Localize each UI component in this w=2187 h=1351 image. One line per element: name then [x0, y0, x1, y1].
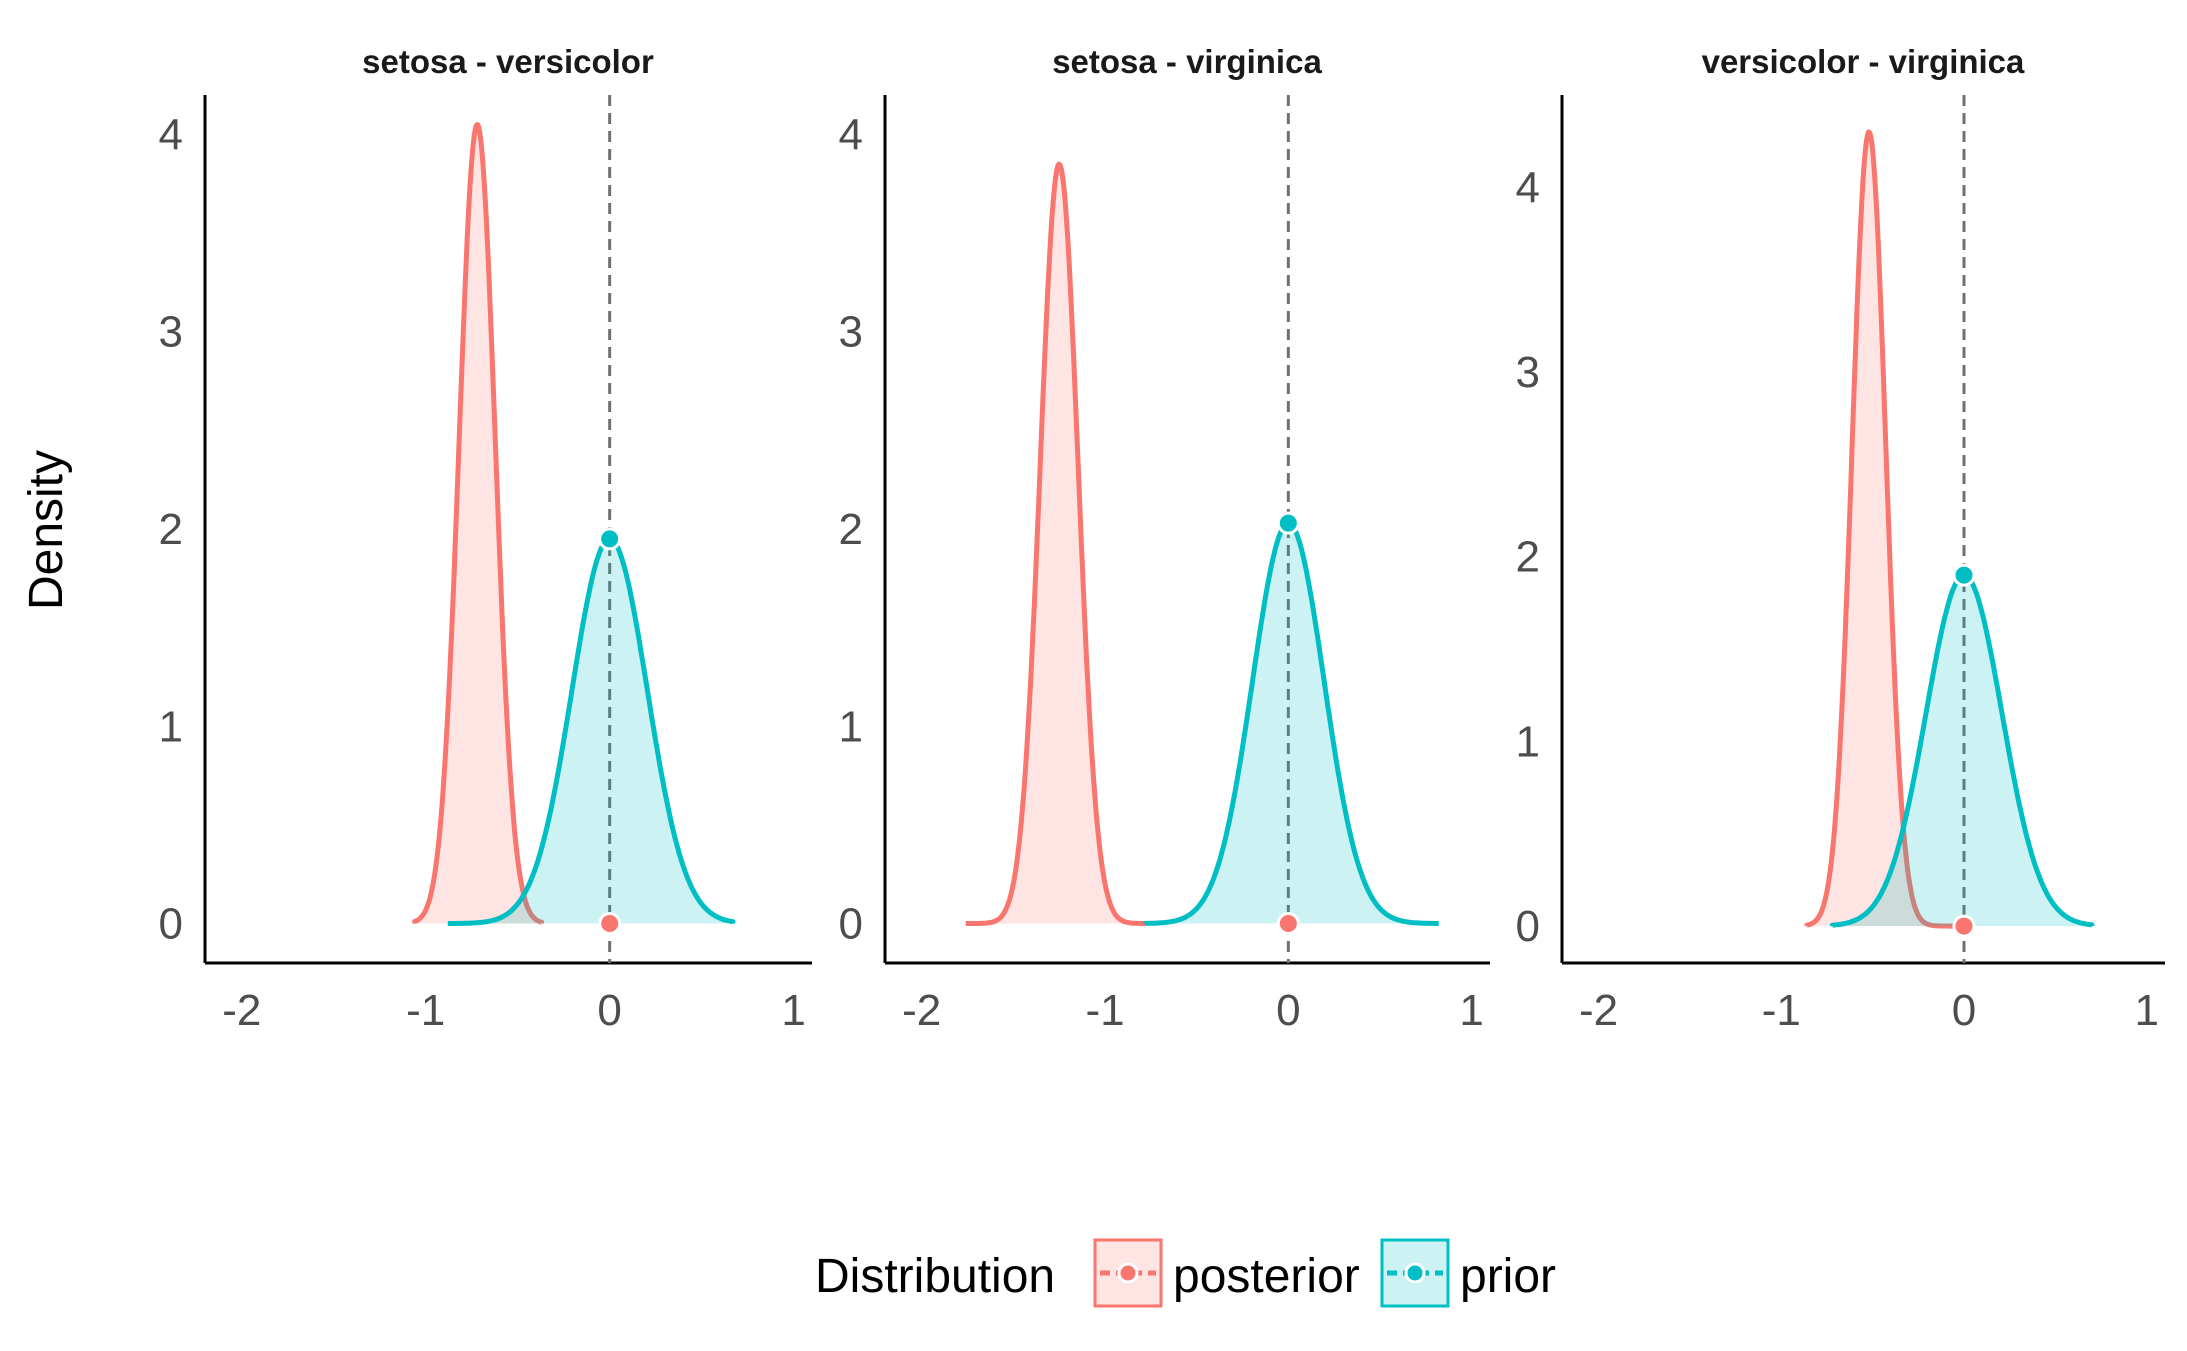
- density-line-prior: [447, 536, 736, 926]
- y-tick-label: 1: [159, 702, 183, 751]
- y-tick-label: 4: [839, 110, 863, 159]
- panel-2: setosa - virginica 0 1 2 3 4 -2 -1 0 1: [839, 43, 1490, 1035]
- x-tick-label: 0: [1952, 986, 1976, 1035]
- y-tick-label: 4: [159, 110, 183, 159]
- panel-title: versicolor - virginica: [1702, 43, 2025, 80]
- legend: Distribution posterior prior: [815, 1238, 1556, 1308]
- x-tick-label: -2: [1579, 986, 1618, 1035]
- x-tick-label: -2: [222, 986, 261, 1035]
- density-line-posterior: [1804, 129, 1966, 929]
- y-tick-label: 0: [839, 900, 863, 949]
- y-tick-label: 1: [839, 702, 863, 751]
- point-at-zero-posterior: [1952, 914, 1976, 938]
- panel-title: setosa - virginica: [1052, 43, 1322, 80]
- x-tick-label: -1: [1762, 986, 1801, 1035]
- y-tick-label: 3: [159, 308, 183, 357]
- point-at-zero-prior: [598, 527, 622, 551]
- point-at-zero-posterior: [598, 912, 622, 936]
- density-area-prior: [447, 538, 733, 924]
- y-tick-label: 2: [1516, 533, 1540, 582]
- point-at-zero-prior: [1952, 563, 1976, 587]
- y-tick-label: 1: [1516, 717, 1540, 766]
- y-tick-label: 2: [159, 505, 183, 554]
- density-area-posterior: [965, 164, 1146, 924]
- y-tick-label: 2: [839, 505, 863, 554]
- x-tick-label: 1: [781, 986, 805, 1035]
- legend-label-prior: prior: [1460, 1250, 1556, 1303]
- density-area-prior: [1145, 523, 1439, 924]
- x-tick-label: -1: [406, 986, 445, 1035]
- panel-3: versicolor - virginica 0 1 2 3 4 -2 -1 0 1: [1516, 43, 2165, 1035]
- x-tick-label: -2: [902, 986, 941, 1035]
- density-line-posterior: [412, 122, 545, 925]
- legend-item-prior: prior: [1380, 1238, 1556, 1308]
- legend-point-posterior: [1117, 1262, 1139, 1284]
- panel-1: setosa - versicolor 0 1 2 3 4 -2 -1 0 1: [159, 43, 812, 1035]
- x-tick-label: 0: [1276, 986, 1300, 1035]
- legend-title: Distribution: [815, 1250, 1055, 1303]
- density-area-posterior: [1806, 132, 1964, 927]
- panel-title: setosa - versicolor: [362, 43, 654, 80]
- y-tick-label: 3: [839, 308, 863, 357]
- legend-point-prior: [1404, 1262, 1426, 1284]
- y-tick-label: 3: [1516, 348, 1540, 397]
- point-at-zero-posterior: [1276, 912, 1300, 936]
- legend-label-posterior: posterior: [1173, 1250, 1360, 1303]
- y-axis-title: Density: [20, 450, 73, 610]
- legend-item-posterior: posterior: [1093, 1238, 1360, 1308]
- x-tick-label: 0: [597, 986, 621, 1035]
- x-tick-label: 1: [2134, 986, 2158, 1035]
- x-tick-label: -1: [1085, 986, 1124, 1035]
- density-line-posterior: [964, 161, 1147, 926]
- density-area-posterior: [414, 124, 542, 924]
- y-tick-label: 4: [1516, 163, 1540, 212]
- y-tick-label: 0: [159, 900, 183, 949]
- y-tick-label: 0: [1516, 902, 1540, 951]
- x-tick-label: 1: [1459, 986, 1483, 1035]
- point-at-zero-prior: [1276, 511, 1300, 535]
